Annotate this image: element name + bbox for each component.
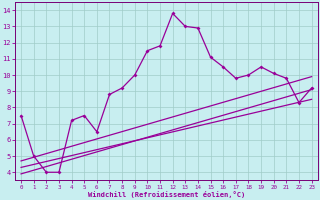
X-axis label: Windchill (Refroidissement éolien,°C): Windchill (Refroidissement éolien,°C) bbox=[88, 191, 245, 198]
